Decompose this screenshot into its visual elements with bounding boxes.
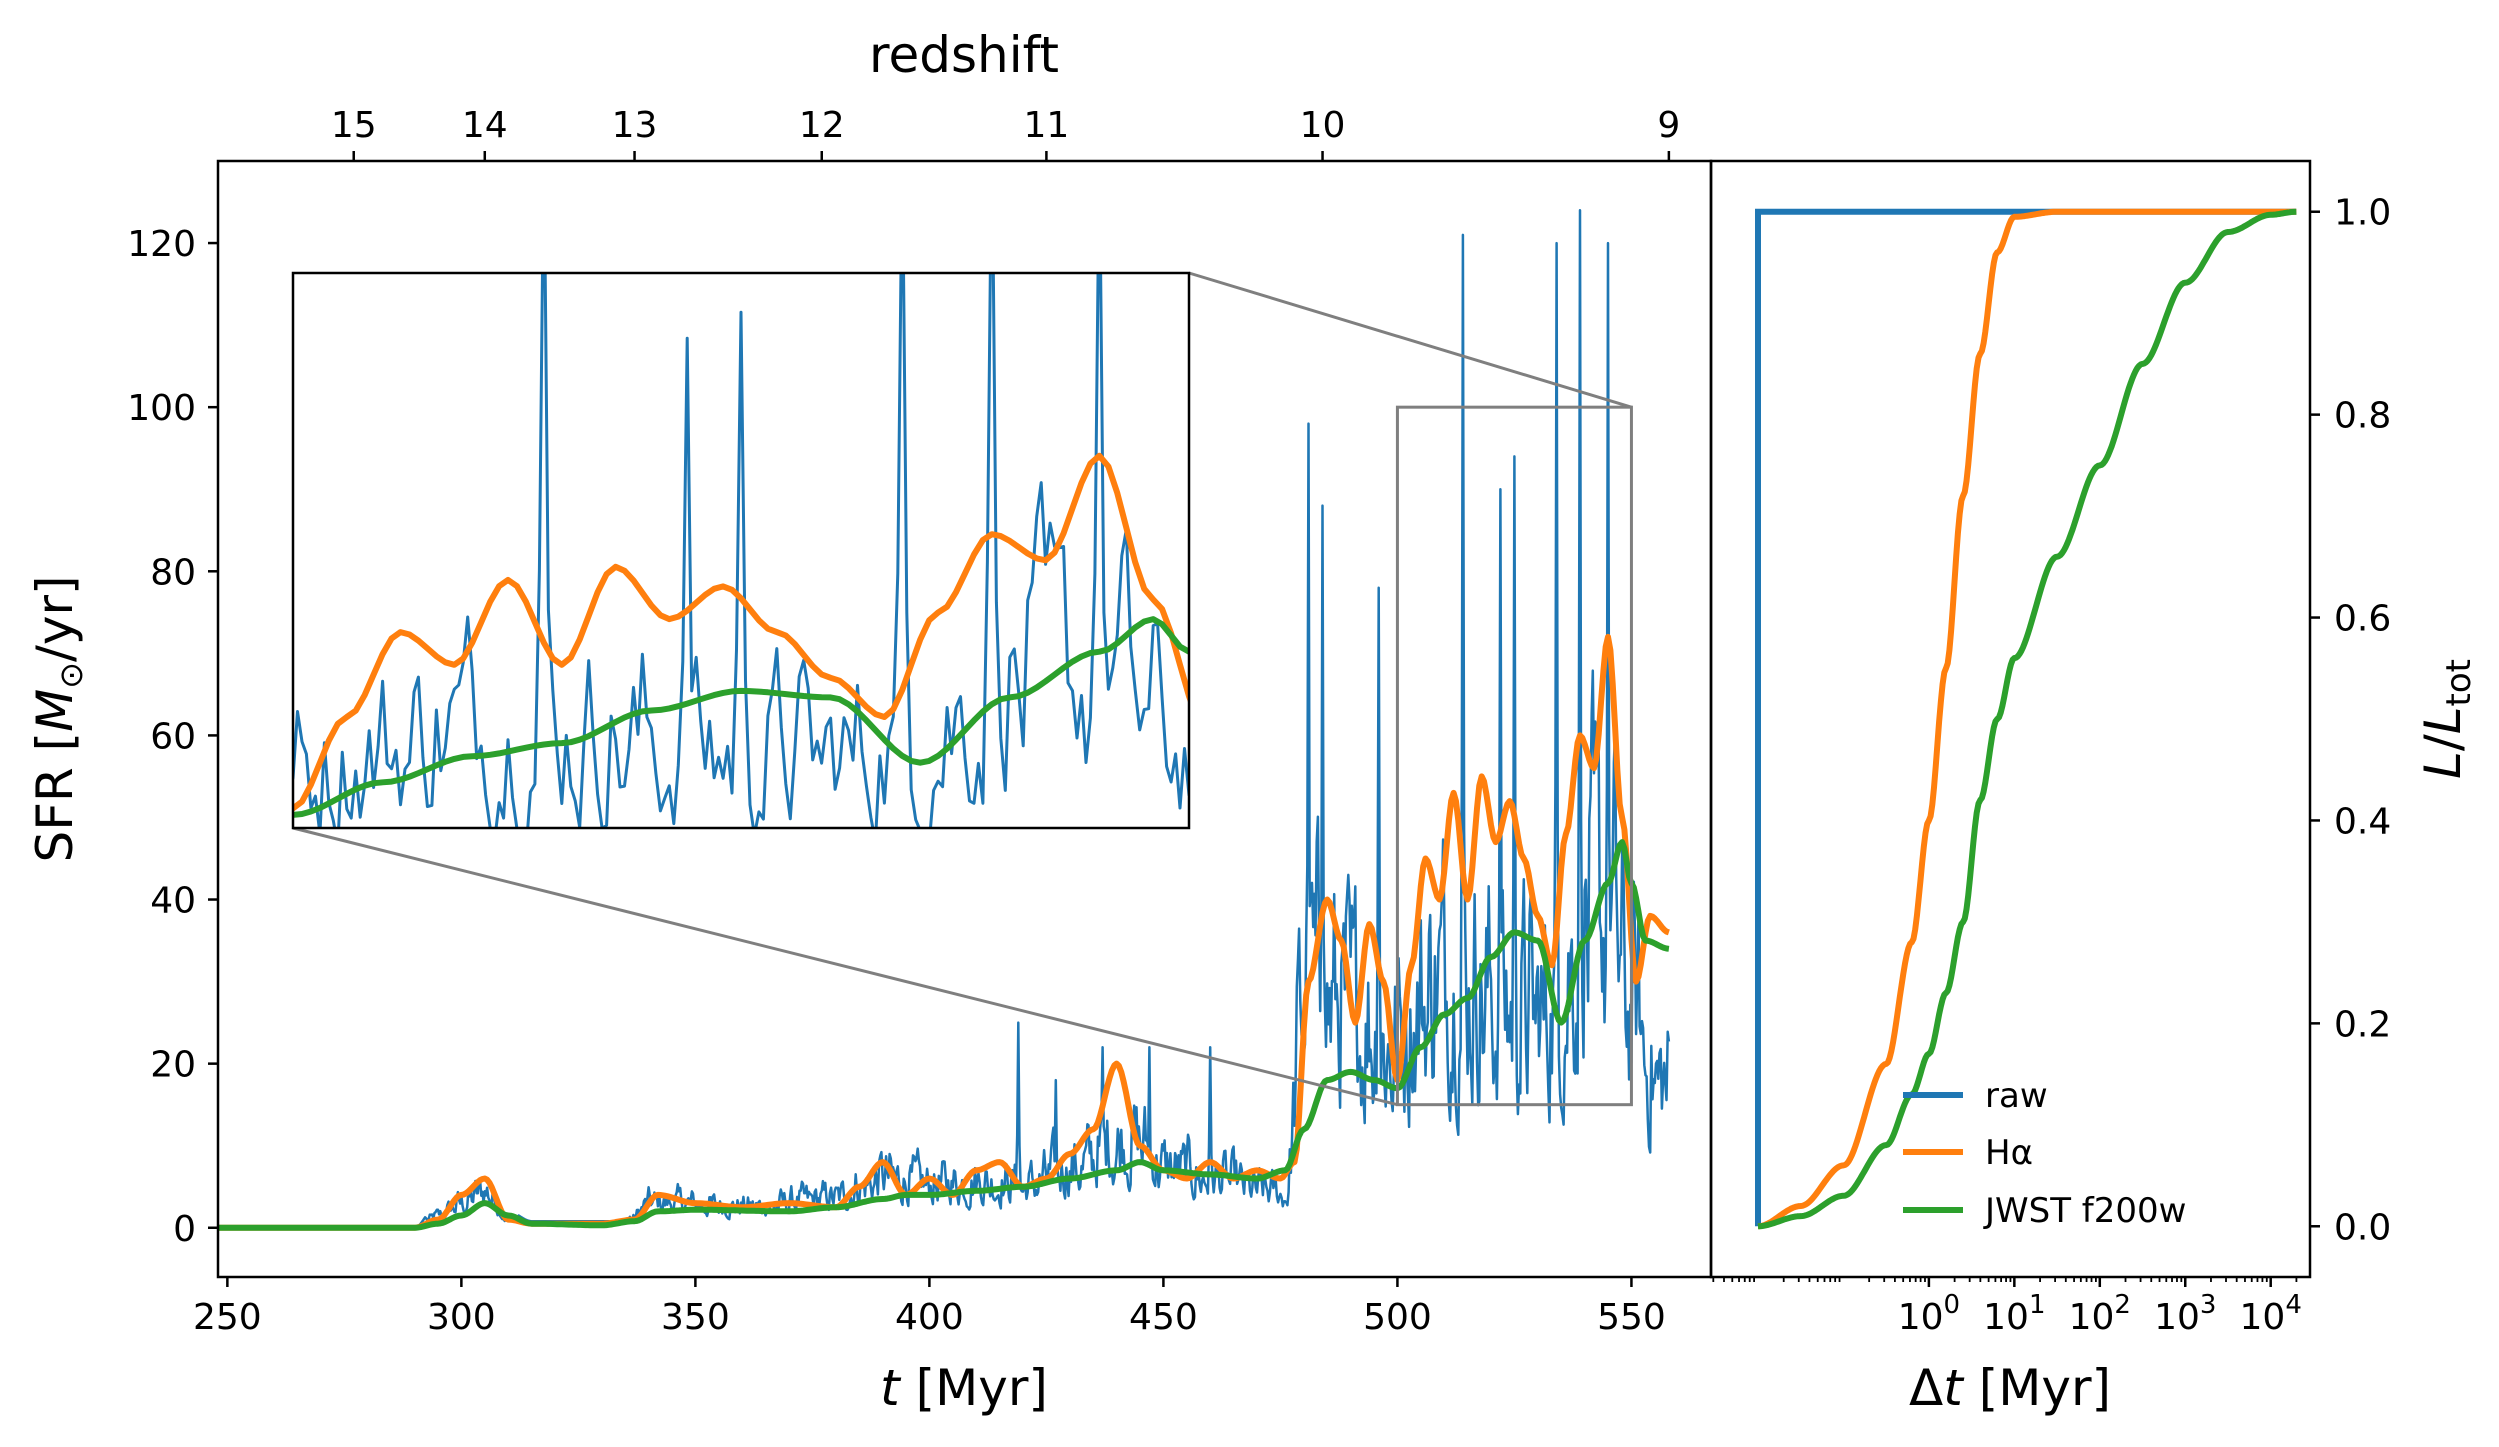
legend-label-jwst: JWST f200w: [1983, 1191, 2186, 1231]
redshift-tick-label: 12: [799, 105, 845, 146]
cdf-x-tick-label: 104: [2240, 1290, 2302, 1338]
redshift-ticks: 15 14 13 12 11 10 9: [331, 105, 1680, 161]
cdf-y-tick-label: 0.6: [2334, 599, 2391, 640]
inset-raw-line: [293, 273, 1189, 828]
sfr-axis-label: SFR [M⊙/yr]: [26, 575, 90, 862]
inset-frame: [291, 271, 1191, 830]
x-tick-label: 450: [1129, 1297, 1198, 1338]
cdf-x-tick-label: 100: [1898, 1290, 1960, 1338]
sfr-y-ticks: 0 20 40 60 80 100 120: [127, 224, 218, 1250]
cdf-x-ticks: 100 101 102 103 104: [1712, 1277, 2302, 1338]
zoom-box: [1395, 405, 1633, 1107]
x-tick-label: 400: [895, 1297, 964, 1338]
cdf-x-tick-label: 101: [1983, 1290, 2045, 1338]
cdf-y-tick-label: 1.0: [2334, 193, 2391, 234]
redshift-tick-label: 11: [1023, 105, 1069, 146]
x-tick-label: 350: [661, 1297, 730, 1338]
y-tick-label: 40: [150, 881, 196, 922]
inset-halpha-line: [293, 452, 1189, 812]
legend-label-halpha: Hα: [1985, 1133, 2033, 1173]
jwst-sfr-line: [218, 839, 1670, 1231]
raw-sfr-line: [218, 208, 1671, 1230]
time-axis-label: t [Myr]: [880, 1359, 1048, 1417]
cdf-x-tick-label: 103: [2154, 1290, 2216, 1338]
redshift-tick-label: 14: [462, 105, 508, 146]
cdf-y-ticks: 0.0 0.2 0.4 0.6 0.8 1.0: [2310, 193, 2391, 1248]
legend-label-raw: raw: [1985, 1076, 2048, 1116]
sfr-series-group: [218, 208, 1671, 1231]
y-tick-label: 120: [127, 224, 196, 265]
y-tick-label: 80: [150, 552, 196, 593]
y-tick-label: 60: [150, 716, 196, 757]
redshift-tick-label: 10: [1300, 105, 1346, 146]
sfr-panel: 250 300 350 400 450 500 550 0 20 40 60 80 100 120 15…: [26, 26, 1713, 1417]
x-tick-label: 300: [427, 1297, 496, 1338]
zoom-connector-top: [1188, 271, 1632, 409]
redshift-tick-label: 9: [1657, 105, 1680, 146]
legend: raw Hα JWST f200w: [1903, 1076, 2186, 1231]
cdf-y-tick-label: 0.4: [2334, 801, 2391, 842]
cdf-y-tick-label: 0.0: [2334, 1207, 2391, 1248]
redshift-tick-label: 13: [612, 105, 658, 146]
x-tick-label: 500: [1363, 1297, 1432, 1338]
delta-t-axis-label: Δt [Myr]: [1909, 1359, 2111, 1417]
inset-jwst-line: [293, 616, 1189, 818]
y-tick-label: 100: [127, 388, 196, 429]
cdf-series-group: [1755, 208, 2298, 1230]
x-tick-label: 250: [193, 1297, 262, 1338]
cdf-y-tick-label: 0.8: [2334, 396, 2391, 437]
cdf-panel: 100 101 102 103 104 0.0 0.2 0.4 0.6 0.8 1.0 Δt [M…: [1709, 159, 2479, 1417]
y-tick-label: 0: [173, 1209, 196, 1250]
x-tick-label: 550: [1597, 1297, 1666, 1338]
cdf-jwst-line: [1756, 208, 2298, 1230]
redshift-tick-label: 15: [331, 105, 377, 146]
y-tick-label: 20: [150, 1045, 196, 1086]
zoom-connector-bottom: [292, 826, 1398, 1107]
cdf-x-tick-label: 102: [2069, 1290, 2131, 1338]
cdf-halpha-line: [1756, 208, 2298, 1230]
luminosity-fraction-axis-label: L/Ltot: [2414, 659, 2479, 779]
redshift-axis-label: redshift: [869, 26, 1059, 84]
cdf-y-tick-label: 0.2: [2334, 1004, 2391, 1045]
inset-series-group: [293, 273, 1189, 828]
halpha-sfr-line: [218, 633, 1670, 1231]
sfr-x-ticks: 250 300 350 400 450 500 550: [193, 1277, 1666, 1338]
